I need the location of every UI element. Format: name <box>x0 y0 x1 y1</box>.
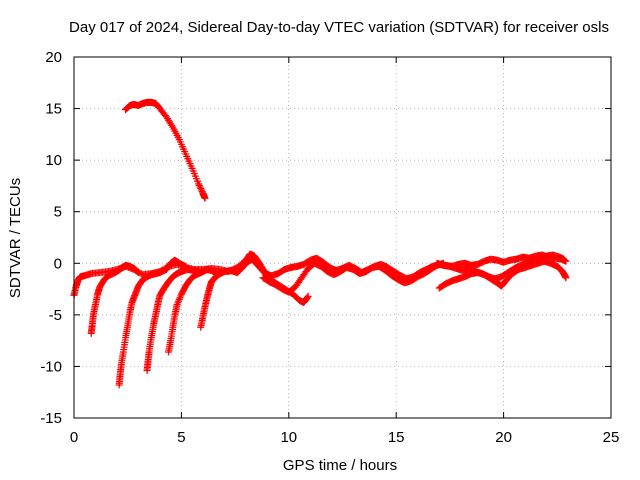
data-point <box>195 180 203 188</box>
x-tick-label: 25 <box>603 429 620 446</box>
y-tick-label: -10 <box>40 358 62 375</box>
y-tick-label: 15 <box>45 101 62 118</box>
y-tick-label: 5 <box>54 204 62 221</box>
y-ticks: -15 -10 -5 0 5 10 15 20 <box>40 49 611 427</box>
y-tick-label: 10 <box>45 152 62 169</box>
x-tick-label: 20 <box>495 429 512 446</box>
data-point <box>560 255 568 263</box>
data-point <box>197 186 205 194</box>
data-point <box>195 181 203 189</box>
y-tick-label: -5 <box>49 307 62 324</box>
series-dip-3 <box>143 265 205 375</box>
data-point <box>303 293 311 301</box>
data-point <box>197 185 205 193</box>
series-dip-5 <box>197 267 241 331</box>
grid-lines <box>74 57 611 418</box>
data-point <box>196 183 204 191</box>
x-ticks: 0 5 10 15 20 25 <box>70 57 620 446</box>
data-point <box>175 297 183 305</box>
y-axis-label: SDTVAR / TECUs <box>7 178 24 298</box>
series-baseline-e <box>433 251 568 283</box>
data-point <box>562 274 570 282</box>
series-baseline-c <box>259 259 447 296</box>
data-point <box>173 301 181 309</box>
data-point <box>201 194 209 202</box>
x-tick-label: 10 <box>280 429 297 446</box>
data-point <box>177 292 185 300</box>
x-tick-label: 0 <box>70 429 78 446</box>
data-points <box>70 98 570 389</box>
data-point <box>304 292 312 300</box>
data-point <box>176 294 184 302</box>
x-axis-label: GPS time / hours <box>283 457 397 474</box>
y-tick-label: 20 <box>45 49 62 66</box>
data-point <box>174 299 182 307</box>
x-tick-label: 15 <box>388 429 405 446</box>
data-point <box>175 295 183 303</box>
y-tick-label: -15 <box>40 410 62 427</box>
x-tick-label: 5 <box>177 429 185 446</box>
chart-title: Day 017 of 2024, Sidereal Day-to-day VTE… <box>69 19 609 36</box>
data-point <box>168 121 176 129</box>
y-tick-label: 0 <box>54 255 62 272</box>
plot-frame <box>73 56 612 419</box>
series-arc-high <box>122 98 209 202</box>
